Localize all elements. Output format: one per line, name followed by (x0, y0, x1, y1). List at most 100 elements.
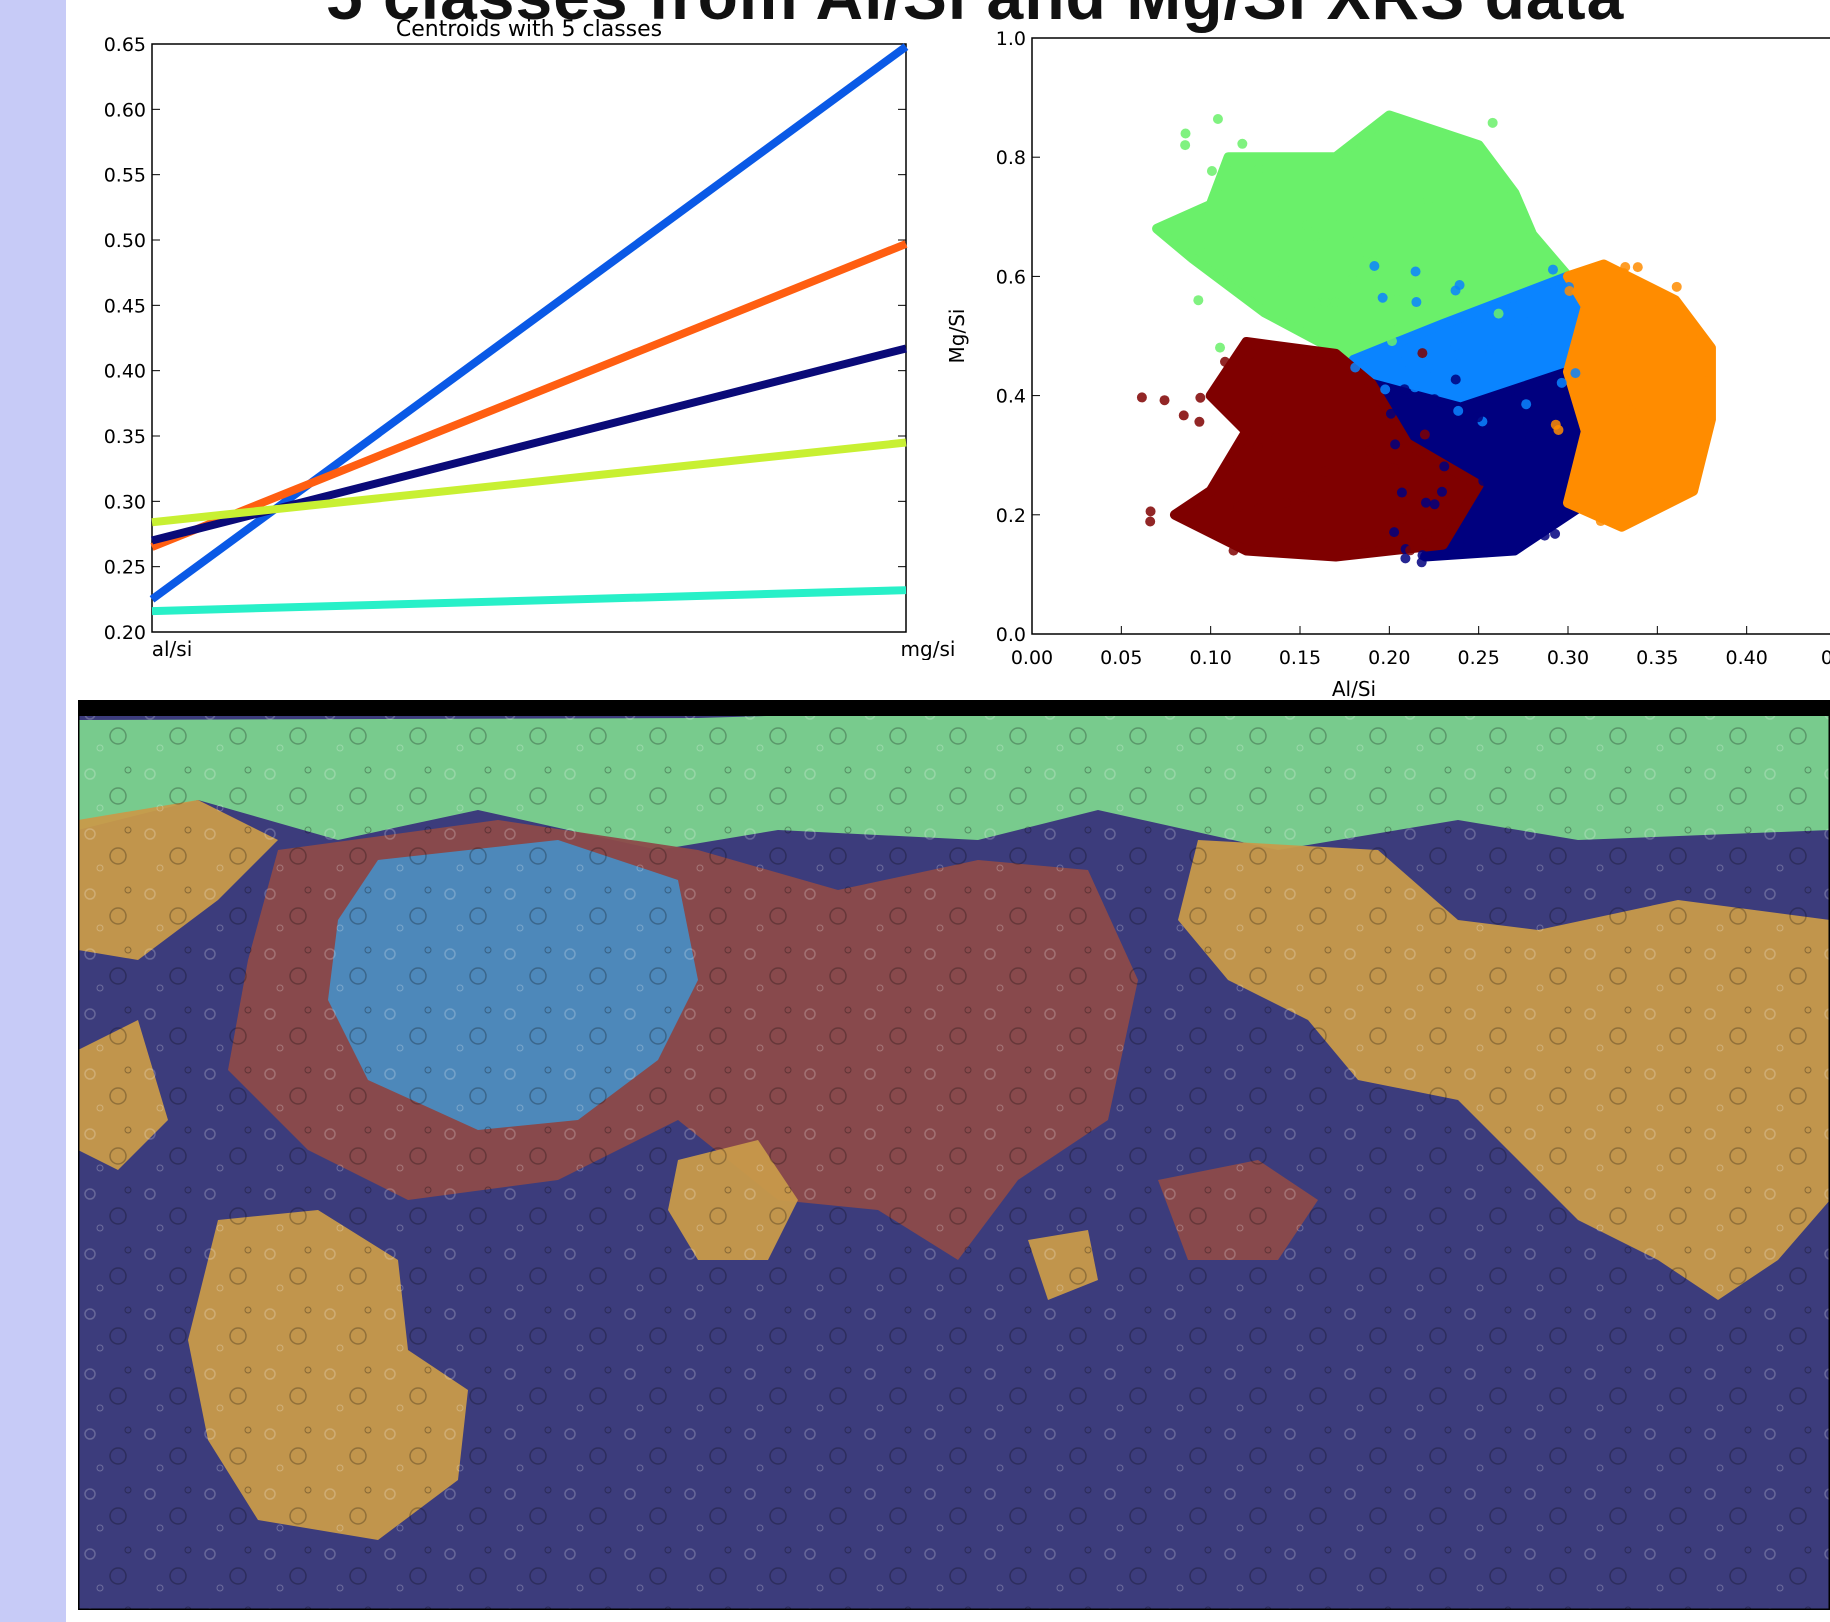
scatter-point (1665, 316, 1676, 327)
scatter-point (1651, 390, 1662, 401)
scatter-point (1453, 405, 1464, 416)
scatter-point (1277, 269, 1288, 280)
x-axis-label: Al/Si (1332, 677, 1376, 700)
scatter-point (1228, 545, 1239, 556)
poster-panel: 5 classes from Al/Si and Mg/Si XRS data … (66, 0, 1830, 1622)
scatter-point (1473, 412, 1484, 423)
scatter-point (1352, 235, 1363, 246)
scatter-point (1319, 466, 1330, 477)
centroid-line-2 (150, 240, 908, 551)
scatter-point (1385, 408, 1396, 419)
scatter-point (1369, 260, 1380, 271)
scatter-point (1159, 395, 1170, 406)
scatter-point (1252, 442, 1263, 453)
y-tick-label: 0.4 (996, 386, 1026, 408)
scatter-point (1564, 285, 1575, 296)
scatter-point (1233, 501, 1244, 512)
scatter-point (1400, 553, 1411, 564)
scatter-point (1489, 394, 1500, 405)
scatter-point (1246, 348, 1257, 359)
scatter-point (1423, 362, 1434, 373)
scatter-point (1311, 298, 1322, 309)
scatter-point (1399, 384, 1410, 395)
scatter-point (1347, 274, 1358, 285)
scatter-point (1650, 419, 1661, 430)
scatter-point (1253, 503, 1264, 514)
y-tick-label: 0.65 (104, 34, 146, 56)
scatter-point (1570, 368, 1581, 379)
scatter-point (1280, 497, 1291, 508)
scatter-point (1145, 506, 1156, 517)
x-tick-label: 0.35 (1636, 647, 1678, 669)
scatter-point (1506, 316, 1517, 327)
centroid-line-4 (151, 438, 907, 527)
chart-title: Centroids with 5 classes (396, 17, 662, 42)
scatter-point (1487, 117, 1498, 128)
scatter-point (1398, 513, 1409, 524)
scatter-point (1423, 195, 1434, 206)
y-tick-label: 0.35 (104, 426, 146, 448)
scatter-point (1396, 487, 1407, 498)
scatter-point (1330, 297, 1341, 308)
scatter-point (1671, 281, 1682, 292)
scatter-point (1253, 163, 1264, 174)
x-tick-label: mg/si (901, 637, 956, 660)
y-tick-label: 0.30 (104, 491, 146, 513)
poster-sidebar (0, 0, 66, 1622)
scatter-point (1595, 516, 1606, 527)
scatter-point (1687, 332, 1698, 343)
scatter-point (1577, 383, 1588, 394)
scatter-point (1392, 286, 1403, 297)
scatter-point (1180, 140, 1191, 151)
scatter-point (1506, 540, 1517, 551)
scatter-point (1647, 304, 1658, 315)
poster-title: 5 classes from Al/Si and Mg/Si XRS data (326, 0, 1826, 34)
scatter-point (1507, 301, 1518, 312)
scatter-point (1271, 432, 1282, 443)
classification-map (78, 700, 1830, 1610)
scatter-point (1327, 217, 1338, 228)
scatter-point (1429, 499, 1440, 510)
alsi-mgsi-scatter-chart: 0.0 0.2 0.4 0.6 0.8 1.0 0.00 0.05 0.10 0.15 0.20 0.… (945, 28, 1830, 700)
x-tick-label: 0.00 (1011, 647, 1053, 669)
scatter-point (1359, 354, 1370, 365)
scatter-point (1550, 528, 1561, 539)
scatter-point (1416, 557, 1427, 568)
x-tick-label: 0.4 (1821, 647, 1830, 669)
scatter-point (1429, 394, 1440, 405)
scatter-point (1514, 386, 1525, 397)
scatter-point (1632, 262, 1643, 273)
scatter-point (1195, 392, 1206, 403)
scatter-point (1420, 497, 1431, 508)
x-tick-label: 0.20 (1368, 647, 1410, 669)
y-axis-label: Mg/Si (945, 309, 969, 364)
scatter-point (1421, 529, 1432, 540)
scatter-point (1653, 477, 1664, 488)
scatter-point (1233, 462, 1244, 473)
scatter-point (1625, 405, 1636, 416)
scatter-point (1419, 429, 1430, 440)
scatter-point (1320, 297, 1331, 308)
scatter-point (1522, 317, 1533, 328)
scatter-point (1453, 349, 1464, 360)
scatter-point (1690, 343, 1701, 354)
scatter-point (1550, 419, 1561, 430)
x-tick-label: 0.05 (1100, 647, 1142, 669)
scatter-point (1390, 439, 1401, 450)
cluster-1 (1152, 110, 1573, 365)
scatter-point (1298, 491, 1309, 502)
y-tick-label: 0.0 (996, 624, 1026, 646)
scatter-point (1195, 246, 1206, 257)
scatter-point (1398, 357, 1409, 368)
scatter-point (1625, 337, 1636, 348)
x-tick-label: 0.30 (1547, 647, 1589, 669)
y-tick-label: 0.45 (104, 295, 146, 317)
y-tick-label: 0.50 (104, 230, 146, 252)
scatter-point (1523, 420, 1534, 431)
scatter-point (1178, 410, 1189, 421)
scatter-point (1539, 530, 1550, 541)
scatter-point (1389, 527, 1400, 538)
y-tick-label: 0.2 (996, 505, 1026, 527)
x-tick-label: 0.40 (1726, 647, 1768, 669)
x-tick-label: 0.10 (1190, 647, 1232, 669)
